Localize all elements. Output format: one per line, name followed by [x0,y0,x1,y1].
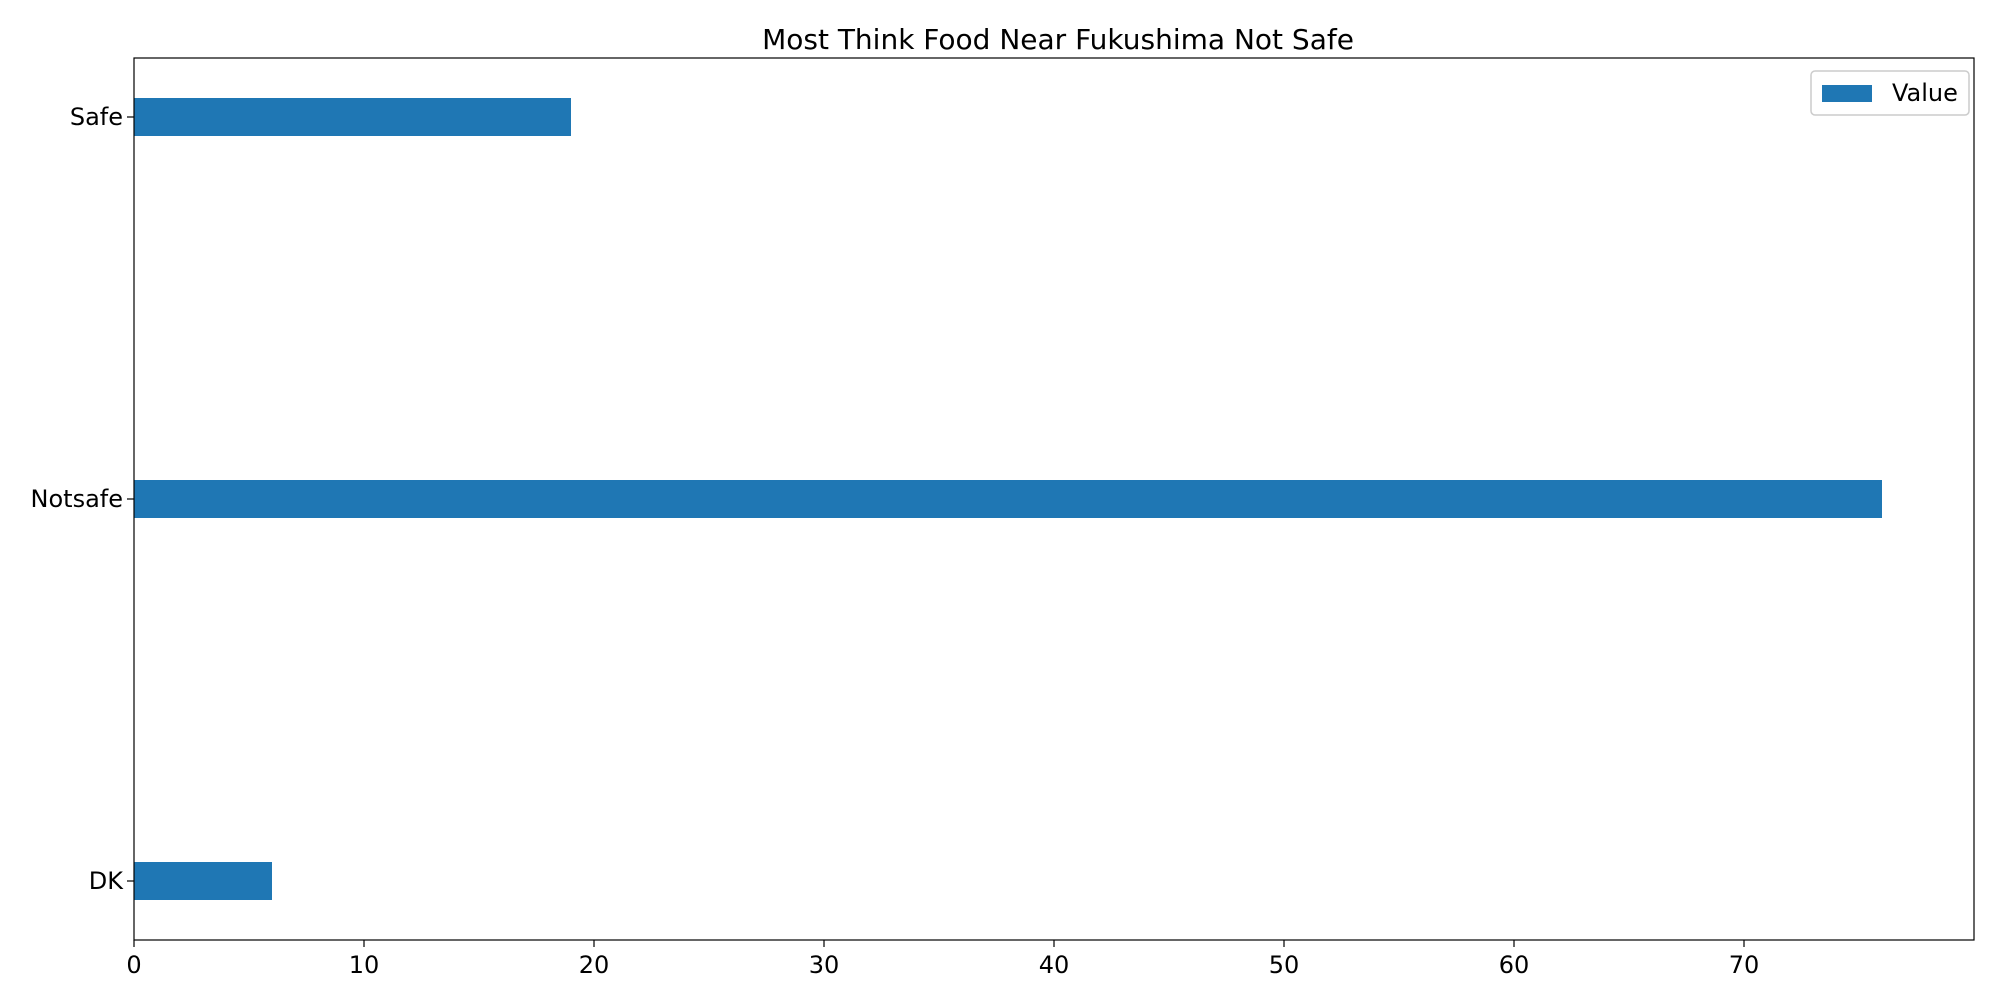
chart-title: Most Think Food Near Fukushima Not Safe [762,23,1354,56]
legend-box [1810,70,1970,116]
bar-safe [134,98,571,136]
legend: Value [1810,70,1970,116]
legend-swatch [1822,85,1872,102]
x-tick-label-20: 20 [579,951,610,979]
x-tick-label-0: 0 [126,951,141,979]
y-tick-label-safe: Safe [70,103,123,131]
axes-layer: 0 10 20 30 40 50 60 70 Safe Notsafe DK [31,57,1975,979]
legend-label-value: Value [1892,79,1958,107]
y-tick-label-notsafe: Notsafe [31,485,123,513]
bars-layer [134,98,1882,900]
x-tick-label-30: 30 [809,951,840,979]
x-tick-label-70: 70 [1729,951,1760,979]
bar-dk [134,862,272,900]
x-tick-label-60: 60 [1499,951,1530,979]
x-tick-label-40: 40 [1039,951,1070,979]
y-tick-label-dk: DK [89,867,124,895]
x-tick-label-10: 10 [349,951,380,979]
x-tick-label-50: 50 [1269,951,1300,979]
bar-notsafe [134,480,1882,518]
